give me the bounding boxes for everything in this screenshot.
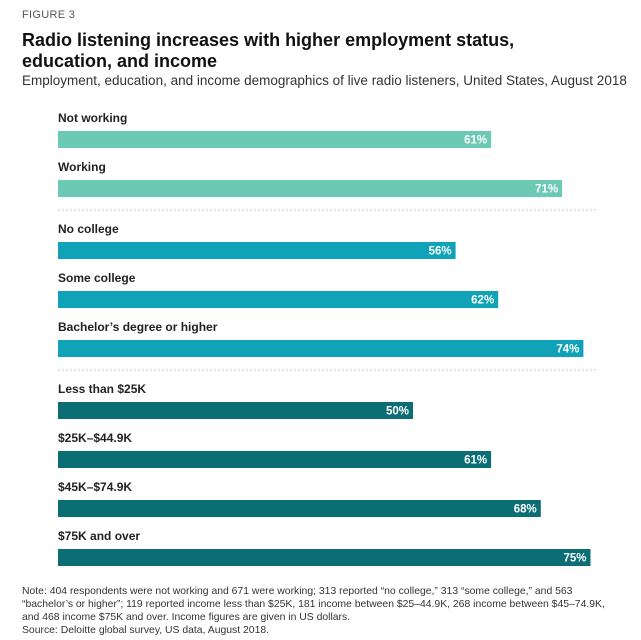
- category-label: Not working: [58, 111, 127, 125]
- figure-label: FIGURE 3: [22, 9, 76, 21]
- value-label: 62%: [471, 295, 494, 307]
- chart-subtitle: Employment, education, and income demogr…: [22, 73, 627, 88]
- category-label: $45K–$74.9K: [58, 480, 132, 494]
- category-label: No college: [58, 222, 119, 236]
- value-label: 61%: [464, 135, 487, 147]
- note-text: Note: 404 respondents were not working a…: [22, 586, 605, 623]
- bar: [58, 451, 492, 468]
- value-label: 61%: [464, 455, 487, 467]
- bar: [58, 402, 413, 419]
- value-label: 74%: [556, 344, 579, 356]
- category-label: $25K–$44.9K: [58, 431, 132, 445]
- category-label: Working: [58, 160, 106, 174]
- value-label: 56%: [429, 246, 452, 258]
- bar: [58, 180, 563, 197]
- value-label: 68%: [514, 504, 537, 516]
- bar: [58, 131, 492, 148]
- category-label: Less than $25K: [58, 382, 146, 396]
- source-text: Source: Deloitte global survey, US data,…: [22, 625, 270, 636]
- category-label: Bachelor’s degree or higher: [58, 320, 218, 334]
- value-label: 50%: [386, 406, 409, 418]
- bar: [58, 242, 456, 259]
- value-label: 71%: [535, 184, 558, 196]
- bar: [58, 549, 591, 566]
- category-label: Some college: [58, 271, 136, 285]
- bar-chart: Not working 61% Working 71% No college 56% Som…: [58, 111, 597, 566]
- bar: [58, 291, 499, 308]
- notes-block: Note: 404 respondents were not working a…: [22, 585, 622, 637]
- bar: [58, 500, 541, 517]
- bar: [58, 340, 584, 357]
- value-label: 75%: [563, 553, 586, 565]
- category-label: $75K and over: [58, 529, 140, 543]
- chart-title: Radio listening increases with higher em…: [22, 30, 515, 71]
